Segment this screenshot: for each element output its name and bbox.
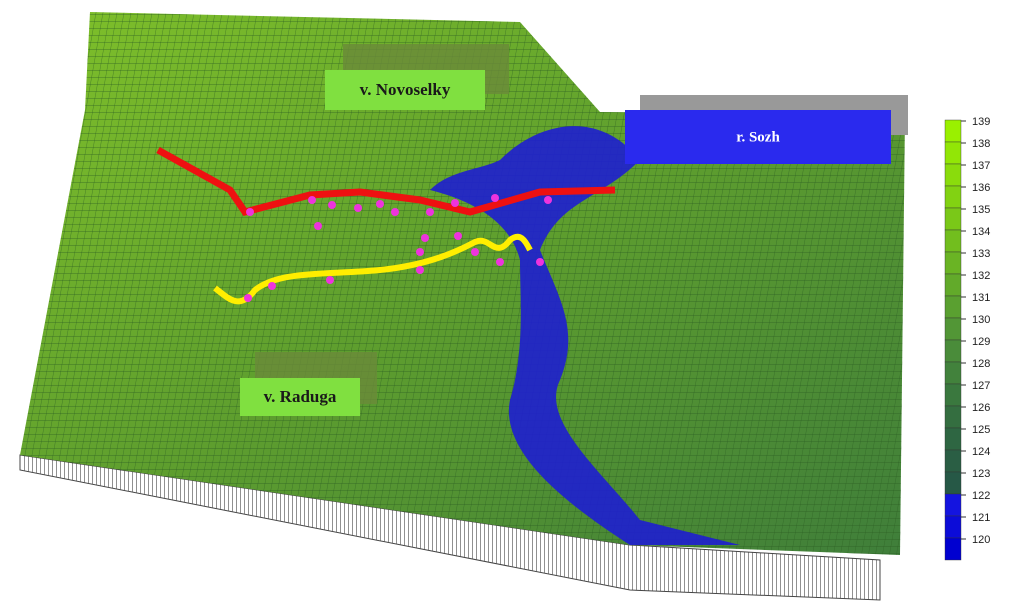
terrain-view: v. Novoselky r. Sozh v. Raduga 139 138 137… <box>0 0 1016 602</box>
legend-label: 125 <box>972 424 990 436</box>
legend-label: 128 <box>972 358 990 370</box>
legend-label: 131 <box>972 292 990 304</box>
legend-swatch <box>945 296 961 318</box>
legend-swatch <box>945 208 961 230</box>
legend-label: 137 <box>972 160 990 172</box>
legend-swatch <box>945 318 961 340</box>
legend-swatch <box>945 406 961 428</box>
legend-label: 136 <box>972 182 990 194</box>
legend-label: 134 <box>972 226 990 238</box>
legend-swatch <box>945 384 961 406</box>
legend-label: 130 <box>972 314 990 326</box>
legend-swatch <box>945 186 961 208</box>
legend-swatch <box>945 164 961 186</box>
legend-swatch <box>945 450 961 472</box>
color-legend: 139 138 137 136 135 134 133 132 131 130 129 128 127 1… <box>945 116 990 560</box>
legend-swatch <box>945 472 961 494</box>
legend-swatch <box>945 230 961 252</box>
legend-label: 129 <box>972 336 990 348</box>
legend-label: 133 <box>972 248 990 260</box>
village-label: v. Raduga <box>264 387 337 406</box>
village-label: v. Novoselky <box>360 80 451 99</box>
legend-label: 138 <box>972 138 990 150</box>
legend-label: 135 <box>972 204 990 216</box>
legend-label: 127 <box>972 380 990 392</box>
legend-swatch <box>945 362 961 384</box>
legend-label: 132 <box>972 270 990 282</box>
legend-label: 126 <box>972 402 990 414</box>
legend-label: 122 <box>972 490 990 502</box>
legend-swatch <box>945 120 961 142</box>
legend-swatch <box>945 252 961 274</box>
legend-swatch <box>945 494 961 516</box>
legend-swatch <box>945 274 961 296</box>
legend-swatch <box>945 538 961 560</box>
legend-label: 121 <box>972 512 990 524</box>
river-label: r. Sozh <box>736 129 780 145</box>
legend-swatch <box>945 340 961 362</box>
legend-label: 123 <box>972 468 990 480</box>
legend-swatch <box>945 142 961 164</box>
legend-label: 124 <box>972 446 990 458</box>
legend-swatch <box>945 428 961 450</box>
legend-label: 120 <box>972 534 990 546</box>
legend-label: 139 <box>972 116 990 128</box>
legend-swatch <box>945 516 961 538</box>
